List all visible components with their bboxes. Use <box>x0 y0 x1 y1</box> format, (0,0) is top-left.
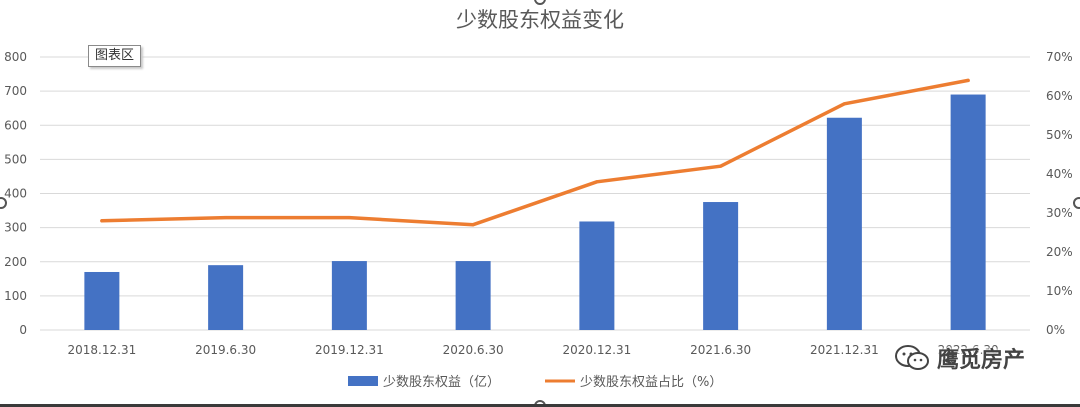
bar <box>703 202 739 330</box>
y-left-tick-label: 400 <box>4 187 27 201</box>
line-path <box>100 78 970 227</box>
bar <box>455 261 491 330</box>
y-left-tick-label: 300 <box>4 221 27 235</box>
line-point <box>842 102 846 106</box>
bar <box>331 261 367 330</box>
bar <box>579 221 615 330</box>
bar <box>84 271 120 330</box>
watermark: 鹰觅房产 <box>893 340 1025 376</box>
y-right-tick-label: 20% <box>1046 245 1073 259</box>
x-tick-label: 2020.12.31 <box>563 343 632 357</box>
x-tick-label: 2021.12.31 <box>810 343 879 357</box>
y-left-tick-label: 200 <box>4 255 27 269</box>
line-point <box>224 216 228 220</box>
y-left-tick-label: 600 <box>4 118 27 132</box>
y-left-tick-label: 100 <box>4 289 27 303</box>
y-right-tick-label: 10% <box>1046 284 1073 298</box>
y-right-tick-label: 50% <box>1046 128 1073 142</box>
y-left-tick-label: 0 <box>19 323 27 337</box>
resize-handle-left[interactable] <box>0 197 7 209</box>
y-left-tick-label: 500 <box>4 152 27 166</box>
x-tick-label: 2019.6.30 <box>195 343 256 357</box>
line-point <box>719 164 723 168</box>
chart-title: 少数股东权益变化 <box>456 8 624 32</box>
x-tick-label: 2021.6.30 <box>690 343 751 357</box>
resize-handle-right[interactable] <box>1073 197 1080 209</box>
y-right-tick-label: 0% <box>1046 323 1065 337</box>
x-tick-label: 2018.12.31 <box>68 343 137 357</box>
bar <box>826 117 862 331</box>
x-tick-label: 2022.6.30 <box>938 343 999 357</box>
y-right-tick-label: 60% <box>1046 89 1073 103</box>
bar-series <box>84 94 986 331</box>
line-point <box>471 223 475 227</box>
chart-area-tooltip: 图表区 <box>88 45 142 67</box>
line-point <box>100 219 104 223</box>
x-tick-label: 2019.12.31 <box>315 343 384 357</box>
bar <box>208 265 244 330</box>
legend: 少数股东权益（亿） 少数股东权益占比（%） <box>348 374 722 390</box>
bar <box>950 94 986 330</box>
legend-swatch-bar <box>348 376 378 386</box>
y-right-tick-label: 30% <box>1046 206 1073 220</box>
legend-label-line: 少数股东权益占比（%） <box>580 374 722 390</box>
wechat-icon <box>895 345 929 370</box>
legend-label-bar: 少数股东权益（亿） <box>383 374 500 390</box>
line-point <box>966 78 970 82</box>
line-series <box>100 78 970 227</box>
line-point <box>595 180 599 184</box>
watermark-text: 鹰觅房产 <box>937 348 1026 373</box>
y-right-tick-label: 40% <box>1046 167 1073 181</box>
chart-frame-bottom-edge <box>0 404 1080 407</box>
line-point <box>347 216 351 220</box>
axis-labels: 0 100 200 300 400 500 600 700 800 0% 10% 20% 30% 40% 5… <box>4 50 1073 357</box>
y-left-tick-label: 700 <box>4 84 27 98</box>
x-tick-label: 2020.6.30 <box>443 343 504 357</box>
y-left-tick-label: 800 <box>4 50 27 64</box>
grid-lines <box>40 56 1030 331</box>
resize-handle-top[interactable] <box>534 0 546 5</box>
y-right-tick-label: 70% <box>1046 50 1073 64</box>
